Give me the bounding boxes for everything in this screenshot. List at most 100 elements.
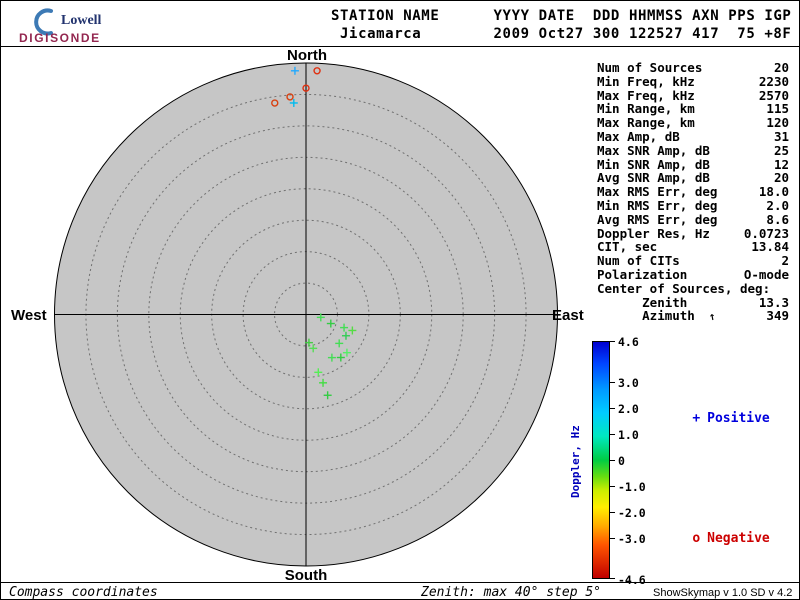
stat-label: Min SNR Amp, dB xyxy=(597,156,710,172)
colorbar-tick xyxy=(610,460,615,461)
stat-value: 2570 xyxy=(758,87,789,103)
colorbar-tick xyxy=(610,408,615,410)
stat-label: Min Range, km xyxy=(597,101,695,117)
stat-value: 115 xyxy=(766,101,789,117)
stat-value: 2230 xyxy=(758,73,789,89)
logo-digisonde-text: DIGISONDE xyxy=(19,31,101,45)
colorbar-tick-label: 3.0 xyxy=(618,376,639,391)
compass-label-east: East xyxy=(552,307,584,324)
stat-label: CIT, sec xyxy=(597,239,658,255)
colorbar-tick-label: -1.0 xyxy=(618,479,646,494)
footer-zenith-scale: Zenith: max 40° step 5° xyxy=(421,585,602,600)
stat-row: Zenith 13.3 xyxy=(597,294,789,310)
stat-value: 0.0723 xyxy=(743,225,789,241)
compass-label-north: North xyxy=(287,47,327,64)
stat-label: Center of Sources, deg: xyxy=(597,280,771,296)
azimuth-direction-icon: ↑ xyxy=(707,309,717,324)
stat-row: Avg SNR Amp, dB 20 xyxy=(597,171,789,185)
stat-value: 349 xyxy=(766,308,789,324)
colorbar-tick-label: -3.0 xyxy=(618,531,646,546)
stat-row: CIT, sec 13.84 xyxy=(597,240,789,254)
legend-negative-label: Negative xyxy=(707,531,770,546)
stat-label: Num of Sources xyxy=(597,60,703,75)
stat-label: Max Amp, dB xyxy=(597,128,680,144)
colorbar-tick xyxy=(610,537,615,539)
stat-label: Azimuth ↑ xyxy=(597,308,717,324)
stat-value: 13.84 xyxy=(751,239,789,255)
colorbar-tick xyxy=(610,341,615,342)
stat-value: 18.0 xyxy=(758,184,789,200)
stat-label: Max RMS Err, deg xyxy=(597,184,718,200)
footer-divider xyxy=(1,582,799,583)
stat-row: Center of Sources, deg: xyxy=(597,280,789,296)
stat-value: 120 xyxy=(766,115,789,131)
legend-positive-label: Positive xyxy=(707,411,770,426)
legend-negative: o Negative xyxy=(661,516,770,561)
stat-value: 2 xyxy=(781,253,789,269)
compass-label-south: South xyxy=(284,567,328,584)
stat-label: Avg SNR Amp, dB xyxy=(597,170,710,186)
colorbar-tick xyxy=(610,578,615,579)
logo-lowell-text: Lowell xyxy=(61,13,102,28)
stat-label: Min RMS Err, deg xyxy=(597,197,718,213)
stat-row: Avg RMS Err, deg 8.6 xyxy=(597,211,789,227)
stat-label: Max Freq, kHz xyxy=(597,87,695,103)
stat-value: 20 xyxy=(773,170,789,186)
negative-marker-icon: o xyxy=(692,531,701,546)
stat-row: Max Range, km 120 xyxy=(597,116,789,130)
colorbar-tick-label: 1.0 xyxy=(618,428,639,443)
stat-label: Doppler Res, Hz xyxy=(597,225,710,241)
lowell-digisonde-logo: Lowell DIGISONDE xyxy=(9,4,149,46)
doppler-axis-label: Doppler, Hz xyxy=(569,425,582,499)
stat-value: 31 xyxy=(773,128,789,144)
stat-row: Doppler Res, Hz 0.0723 xyxy=(597,225,789,241)
stat-row: Max Freq, kHz 2570 xyxy=(597,87,789,103)
stat-row: Max SNR Amp, dB 25 xyxy=(597,142,789,158)
stat-row: Min Range, km 115 xyxy=(597,102,789,116)
stat-label: Num of CITs xyxy=(597,253,680,269)
stat-label: Zenith xyxy=(597,294,688,310)
stat-label: Max Range, km xyxy=(597,115,695,131)
stat-row: Num of Sources 20 xyxy=(597,61,789,75)
stat-label: Min Freq, kHz xyxy=(597,73,695,89)
stat-value: 25 xyxy=(773,142,789,158)
header-divider xyxy=(1,46,799,47)
stat-label: Max SNR Amp, dB xyxy=(597,142,710,158)
lowell-swoosh-icon xyxy=(34,8,53,36)
colorbar-tick-label: 2.0 xyxy=(618,402,639,417)
stat-value: O-mode xyxy=(743,266,789,282)
stats-panel: Num of Sources 20 Min Freq, kHz 2230 Max Fre… xyxy=(597,61,789,324)
colorbar-tick-label: -2.0 xyxy=(618,505,646,520)
stat-row: Min RMS Err, deg 2.0 xyxy=(597,199,789,213)
stat-value: 20 xyxy=(773,60,789,75)
footer-coordinate-mode: Compass coordinates xyxy=(9,585,158,600)
colorbar-tick xyxy=(610,382,615,384)
colorbar-tick xyxy=(610,485,615,487)
doppler-colorbar xyxy=(592,341,610,579)
header-station-info: STATION NAME YYYY DATE DDD HHMMSS AXN PP… xyxy=(331,8,792,42)
stat-row: Min SNR Amp, dB 12 xyxy=(597,156,789,172)
colorbar-tick-label: 4.6 xyxy=(618,335,639,349)
legend-positive: + Positive xyxy=(661,396,770,441)
colorbar-tick-label: -4.6 xyxy=(618,573,646,587)
stat-row: Polarization O-mode xyxy=(597,268,789,282)
stat-value: 12 xyxy=(773,156,789,172)
stat-row: Azimuth ↑ 349 xyxy=(597,309,789,324)
colorbar-tick-label: 0 xyxy=(618,454,625,468)
stat-value: 2.0 xyxy=(766,197,789,213)
stat-row: Max Amp, dB 31 xyxy=(597,130,789,144)
positive-marker-icon: + xyxy=(692,411,701,426)
footer-version-text: ShowSkymap v 1.0 SD v 4.2 xyxy=(653,587,793,599)
colorbar-tick xyxy=(610,511,615,513)
compass-label-west: West xyxy=(11,307,47,324)
stat-value: 8.6 xyxy=(766,211,789,227)
stat-row: Max RMS Err, deg 18.0 xyxy=(597,185,789,199)
stat-label: Avg RMS Err, deg xyxy=(597,211,718,227)
stat-row: Num of CITs 2 xyxy=(597,254,789,268)
stat-value: 13.3 xyxy=(758,294,789,310)
stat-label: Polarization xyxy=(597,266,688,282)
colorbar-tick xyxy=(610,434,615,436)
stat-row: Min Freq, kHz 2230 xyxy=(597,73,789,89)
